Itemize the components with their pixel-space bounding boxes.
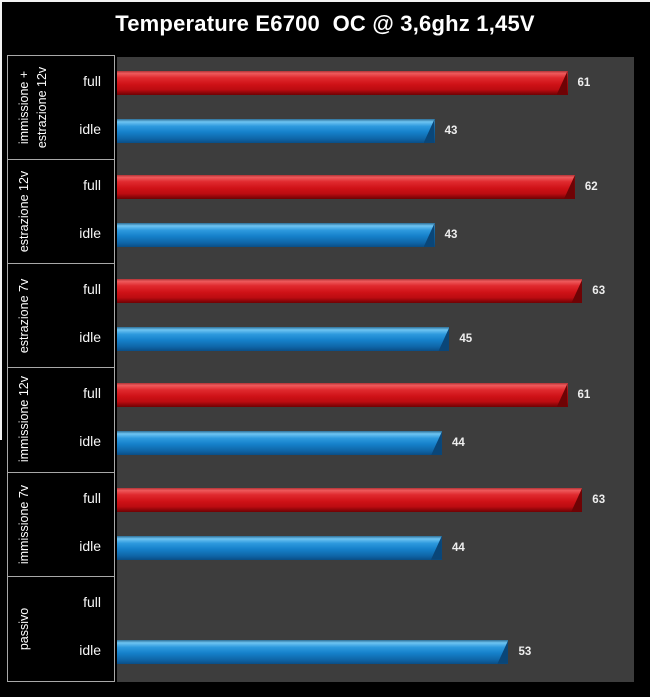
series-label-idle: idle [79, 225, 101, 242]
bar-group: 62 43 [117, 161, 634, 265]
bar-row-idle: 45 [117, 327, 634, 352]
series-label-idle: idle [79, 537, 101, 554]
bar-idle [117, 119, 435, 143]
chart-title: Temperature E6700 OC @ 3,6ghz 1,45V [115, 11, 535, 36]
value-label-idle: 43 [444, 125, 458, 137]
series-label-full: full [83, 385, 101, 402]
value-label-full: 63 [592, 285, 606, 298]
bar-idle [117, 535, 442, 560]
category-label: immissione 12v [17, 376, 31, 464]
category-cell: immissione 12v full idle [8, 368, 114, 473]
category-label: estrazione 12v [17, 171, 31, 253]
bar-idle [117, 639, 509, 664]
series-label-full: full [83, 281, 101, 298]
series-label-idle: idle [79, 121, 101, 137]
bar-full [117, 71, 568, 95]
value-label-full: 61 [577, 77, 591, 89]
category-label: passivo [17, 607, 31, 651]
bar-group: 61 44 [117, 369, 634, 473]
series-label-full: full [83, 73, 101, 89]
bar-group: 61 43 [117, 57, 634, 161]
bar-row-idle: 43 [117, 119, 634, 144]
bar-group: 53 [117, 578, 634, 682]
bar-full [117, 279, 583, 304]
bar-row-full: 62 [117, 175, 634, 200]
bar-row-full: 61 [117, 71, 634, 96]
category-label: estrazione 7v [17, 278, 31, 354]
category-label: immissione 7v [17, 484, 31, 564]
category-cell: immissione + estrazione 12v full idle [8, 56, 114, 161]
category-cell: estrazione 12v full idle [8, 160, 114, 265]
value-label-idle: 43 [444, 229, 458, 242]
category-label-column: immissione + estrazione 12v full idle es… [7, 55, 115, 682]
bar-row-idle: 44 [117, 535, 634, 560]
bar-idle [117, 327, 450, 352]
series-label-idle: idle [79, 329, 101, 346]
frame-left-line [0, 0, 2, 440]
bar-row-full: 63 [117, 279, 634, 304]
bar-full [117, 175, 575, 200]
series-label-full: full [83, 593, 101, 610]
value-label-idle: 44 [451, 541, 465, 554]
series-label-idle: idle [79, 433, 101, 450]
bar-full [117, 487, 583, 512]
bar-row-idle: 53 [117, 639, 634, 664]
value-label-idle: 45 [459, 333, 473, 346]
bar-row-full: 61 [117, 383, 634, 408]
bar-row-idle: 43 [117, 223, 634, 248]
category-cell: estrazione 7v full idle [8, 264, 114, 369]
value-label-idle: 53 [518, 645, 532, 658]
category-cell: immissione 7v full idle [8, 473, 114, 577]
value-label-idle: 44 [451, 437, 465, 450]
plot-area: 61 43 62 43 63 45 61 [117, 57, 634, 682]
series-label-idle: idle [79, 641, 101, 658]
value-label-full: 62 [584, 181, 598, 194]
series-label-full: full [83, 489, 101, 506]
bar-row-full: 63 [117, 487, 634, 512]
value-label-full: 63 [592, 493, 606, 506]
bar-idle [117, 431, 442, 456]
bar-full [117, 383, 568, 408]
frame-top-line [0, 0, 650, 2]
category-cell: passivo full idle [8, 577, 114, 681]
series-label-full: full [83, 177, 101, 194]
bar-row-idle: 44 [117, 431, 634, 456]
value-label-full: 61 [577, 389, 591, 402]
bar-group: 63 44 [117, 474, 634, 578]
bar-idle [117, 223, 435, 248]
bar-group: 63 45 [117, 265, 634, 369]
